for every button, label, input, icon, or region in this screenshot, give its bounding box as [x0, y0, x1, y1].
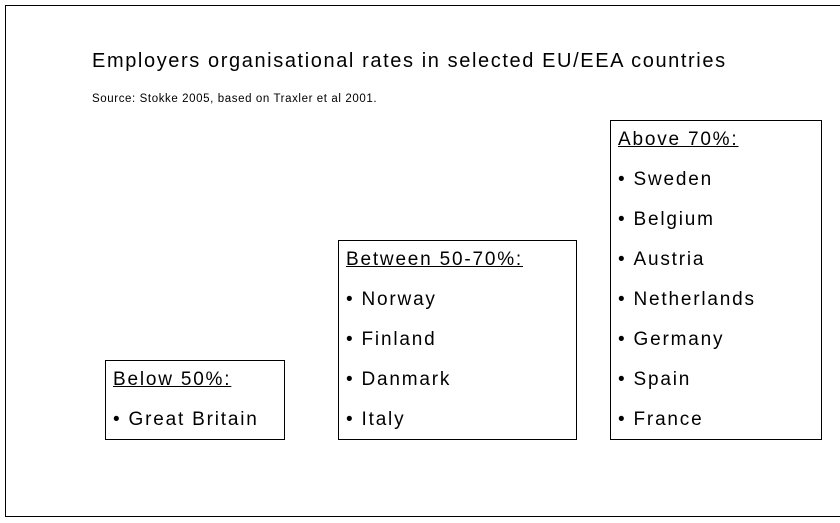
country-item: Italy	[346, 401, 576, 441]
group-box: Above 70%: SwedenBelgiumAustriaNetherland…	[610, 120, 822, 440]
country-item: Spain	[618, 361, 821, 401]
country-item: Germany	[618, 321, 821, 361]
slide-title: Employers organisational rates in select…	[92, 50, 727, 72]
country-item: Belgium	[618, 201, 821, 241]
country-item: Norway	[346, 281, 576, 321]
group-heading: Between 50-70%:	[346, 249, 523, 270]
group-box: Between 50-70%: NorwayFinlandDanmarkItaly	[338, 240, 577, 440]
country-item: Finland	[346, 321, 576, 361]
source-note: Source: Stokke 2005, based on Traxler et…	[92, 93, 378, 105]
country-item: Danmark	[346, 361, 576, 401]
slide-frame	[5, 5, 840, 517]
country-item: Great Britain	[113, 401, 284, 441]
country-item: France	[618, 401, 821, 441]
country-item: Austria	[618, 241, 821, 281]
country-item: Netherlands	[618, 281, 821, 321]
group-box: Below 50%: Great Britain	[105, 360, 285, 440]
country-item: Sweden	[618, 161, 821, 201]
group-heading: Below 50%:	[113, 369, 232, 390]
group-heading: Above 70%:	[618, 129, 739, 150]
